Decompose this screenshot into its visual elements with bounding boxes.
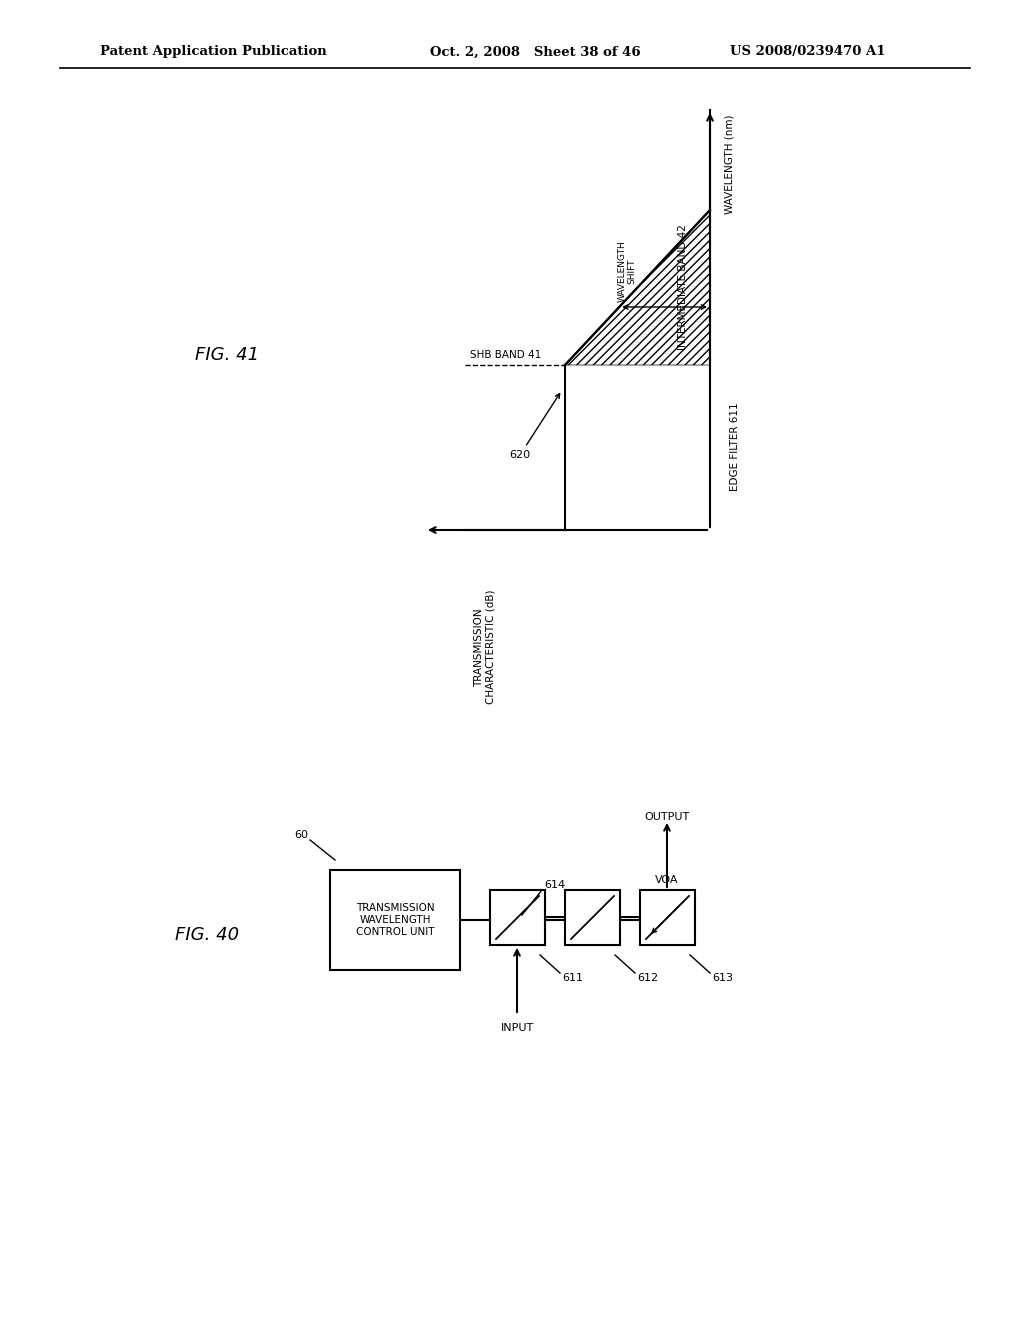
Text: OUTPUT: OUTPUT: [644, 812, 689, 822]
Text: 614: 614: [544, 880, 565, 890]
Text: VOA: VOA: [655, 875, 679, 884]
Text: TRANSMISSION
WAVELENGTH
CONTROL UNIT: TRANSMISSION WAVELENGTH CONTROL UNIT: [355, 903, 434, 937]
Bar: [490, 890, 545, 945]
Bar: [330, 870, 460, 970]
Text: TRANSMISSION
CHARACTERISTIC (dB): TRANSMISSION CHARACTERISTIC (dB): [474, 590, 496, 705]
Text: INPUT: INPUT: [501, 1023, 534, 1034]
Text: Oct. 2, 2008   Sheet 38 of 46: Oct. 2, 2008 Sheet 38 of 46: [430, 45, 641, 58]
Text: 613: 613: [712, 973, 733, 983]
Text: FIG. 41: FIG. 41: [195, 346, 259, 364]
Text: 620: 620: [509, 393, 560, 459]
Text: FIG. 40: FIG. 40: [175, 927, 240, 944]
Text: INTERMEDIATE BAND 42: INTERMEDIATE BAND 42: [678, 224, 688, 350]
Text: Patent Application Publication: Patent Application Publication: [100, 45, 327, 58]
Text: WAVELENGTH (nm): WAVELENGTH (nm): [725, 115, 735, 214]
Text: US 2008/0239470 A1: US 2008/0239470 A1: [730, 45, 886, 58]
Bar: [640, 890, 695, 945]
Bar: [565, 890, 620, 945]
Text: WAVELENGTH
SHIFT: WAVELENGTH SHIFT: [617, 240, 637, 302]
Text: 60: 60: [294, 830, 308, 840]
Text: EDGE FILTER 611: EDGE FILTER 611: [730, 403, 740, 491]
Text: 611: 611: [562, 973, 583, 983]
Text: 612: 612: [637, 973, 658, 983]
Polygon shape: [565, 210, 710, 366]
Text: SHB BAND 41: SHB BAND 41: [470, 350, 542, 360]
